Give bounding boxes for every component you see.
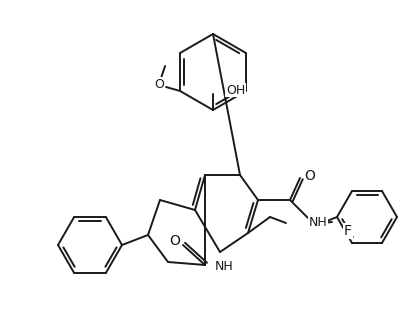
Text: NH: NH bbox=[215, 260, 234, 272]
Text: O: O bbox=[154, 77, 164, 90]
Text: NH: NH bbox=[309, 216, 327, 228]
Text: O: O bbox=[170, 234, 181, 248]
Text: F: F bbox=[344, 224, 352, 238]
Text: OH: OH bbox=[226, 84, 245, 96]
Text: O: O bbox=[304, 169, 315, 183]
